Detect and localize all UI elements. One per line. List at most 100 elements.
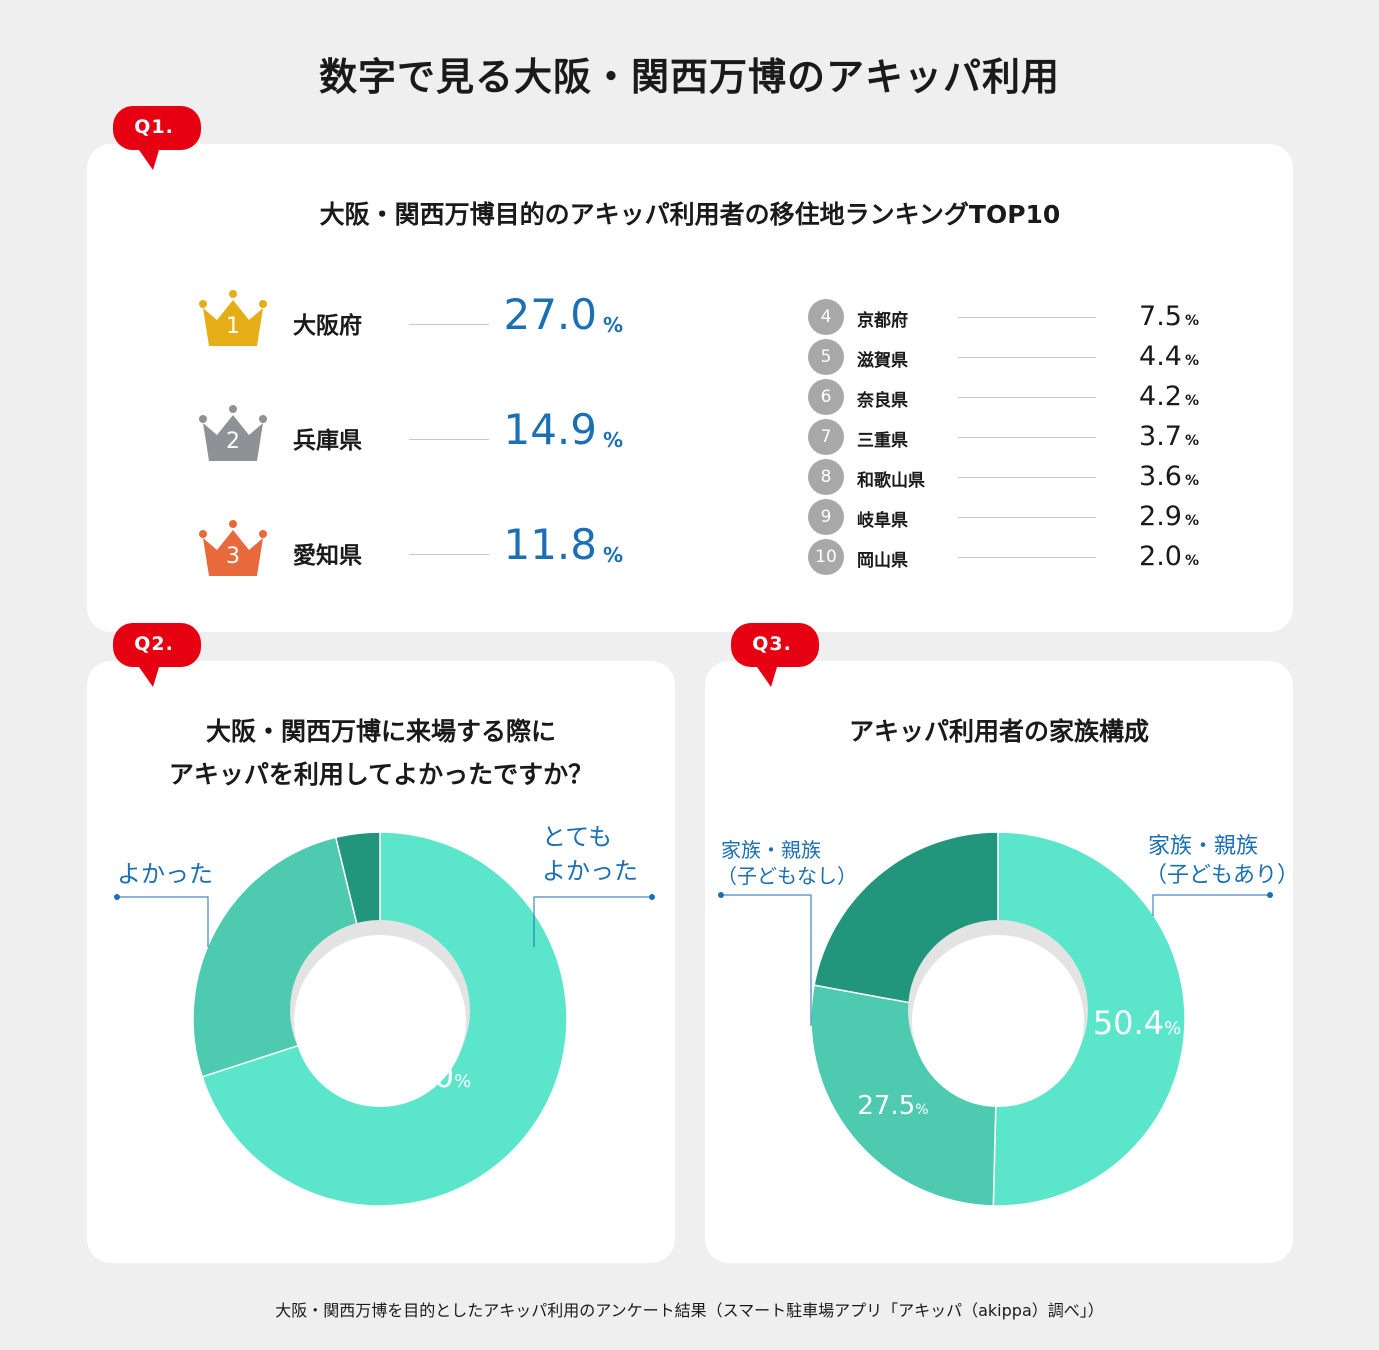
leader-line-very-good [533,896,652,947]
percent-sign: % [1185,393,1200,409]
pref-value: 2.9 [1139,501,1182,532]
satisfaction-title-line1: 大阪・関西万博に来場する際に [205,717,556,746]
percent-sign: % [1185,513,1200,529]
rank-number-circle: 5 [808,339,844,375]
rank-3-row: 3 愛知県 11.8 % [197,516,637,586]
legend-label-no-children-1: 家族・親族 [721,838,821,862]
satisfaction-title-line2: アキッパを利用してよかったですか？ [168,760,594,789]
gold-crown-icon: 1 [197,286,269,350]
leader-line-with-children [1152,894,1270,916]
pref-value: 14.9 [503,405,597,454]
q3-badge-label: Q3. [752,633,792,655]
percent-sign: % [1185,353,1200,369]
percent-sign: % [1185,313,1200,329]
q2-badge: Q2. [113,623,225,687]
satisfaction-donut-chart: とても よかった よかった 70.0% 26.2% [114,823,655,1207]
pref-value: 11.8 [503,520,597,569]
no-children-value-label: 27.5% [857,1091,928,1121]
q2-badge-label: Q2. [134,633,174,655]
rank-number-circle: 8 [808,459,844,495]
rank-number: 3 [226,544,240,569]
satisfaction-card: 大阪・関西万博に来場する際に アキッパを利用してよかったですか？ とても よかっ… [87,661,675,1263]
pref-name: 兵庫県 [293,428,362,454]
q1-badge: Q1. [113,106,225,170]
pref-name: 岡山県 [857,551,908,571]
percent-sign: % [603,543,624,567]
percent-sign: % [603,313,624,337]
leader-dot-with-children [1267,892,1273,898]
pref-name: 京都府 [857,311,908,331]
bronze-crown-icon: 3 [197,516,269,580]
pref-value: 4.2 [1139,381,1182,412]
rank-8-row: 8 和歌山県 3.6 % [808,459,1208,495]
legend-label-very-good-1: とても [542,823,612,851]
rank-7-row: 7 三重県 3.7 % [808,419,1208,455]
divider-line [958,517,1096,518]
legend-label-with-children-2: （子どもあり） [1145,863,1293,888]
pref-name: 大阪府 [293,313,362,339]
percent-sign: % [1185,433,1200,449]
source-note: 大阪・関西万博を目的としたアキッパ利用のアンケート結果（スマート駐車場アプリ「ア… [275,1301,1104,1320]
pref-value: 2.0 [1139,541,1182,572]
silver-crown-icon: 2 [197,401,269,465]
legend-label-very-good-2: よかった [542,857,638,885]
rank-10-row: 10 岡山県 2.0 % [808,539,1208,575]
q3-badge: Q3. [731,623,843,687]
rank-number-circle: 6 [808,379,844,415]
donut-hole [912,935,1084,1107]
with-children-value-label: 50.4% [1093,1004,1181,1042]
donut-hole [294,935,466,1107]
pref-name: 滋賀県 [857,351,908,371]
pref-value: 3.6 [1139,461,1182,492]
pref-value: 3.7 [1139,421,1182,452]
rank-number: 2 [226,429,240,454]
rank-6-row: 6 奈良県 4.2 % [808,379,1208,415]
pref-name: 三重県 [857,431,908,451]
q1-badge-label: Q1. [134,116,174,138]
very-good-value-label: 70.0% [383,1057,471,1095]
rank-number-circle: 10 [808,539,844,575]
rank-5-row: 5 滋賀県 4.4 % [808,339,1208,375]
legend-label-good: よかった [117,860,213,888]
divider-line [958,437,1096,438]
percent-sign: % [1185,553,1200,569]
percent-sign: % [603,428,624,452]
legend-label-no-children-2: （子どもなし） [717,864,857,888]
rank-9-row: 9 岐阜県 2.9 % [808,499,1208,535]
pref-name: 愛知県 [293,543,362,569]
leader-dot-no-children [718,892,724,898]
divider-line [958,317,1096,318]
page-title: 数字で見る大阪・関西万博のアキッパ利用 [318,55,1060,99]
legend-label-with-children-1: 家族・親族 [1148,834,1258,859]
ranking-card: 大阪・関西万博目的のアキッパ利用者の移住地ランキングTOP10 1 大阪府 27… [87,144,1293,632]
family-donut-chart: 家族・親族 （子どもあり） 家族・親族 （子どもなし） 50.4% 27.5% [717,831,1293,1207]
percent-sign: % [1185,473,1200,489]
rank-number-circle: 7 [808,419,844,455]
ranking-title: 大阪・関西万博目的のアキッパ利用者の移住地ランキングTOP10 [319,200,1061,229]
leader-dot-good [114,894,120,900]
rank-1-row: 1 大阪府 27.0 % [197,286,637,356]
divider-line [958,357,1096,358]
divider-line [958,477,1096,478]
rank-number-circle: 4 [808,299,844,335]
divider-line [958,397,1096,398]
rank-2-row: 2 兵庫県 14.9 % [197,401,637,471]
rank-number: 1 [226,314,240,339]
leader-line-no-children [721,894,812,1026]
rank-number-circle: 9 [808,499,844,535]
divider-line [409,324,489,325]
pref-name: 岐阜県 [857,511,908,531]
pref-value: 4.4 [1139,341,1182,372]
divider-line [409,439,489,440]
leader-dot-very-good [649,894,655,900]
pref-value: 27.0 [503,290,597,339]
leader-line-good [117,896,209,947]
divider-line [958,557,1096,558]
good-value-label: 26.2% [126,945,197,975]
rank-4-row: 4 京都府 7.5 % [808,299,1208,335]
family-card: アキッパ利用者の家族構成 家族・親族 （子どもあり） 家族・親族 （子どもなし）… [705,661,1293,1263]
pref-value: 7.5 [1139,301,1182,332]
pref-name: 奈良県 [857,391,908,411]
family-title: アキッパ利用者の家族構成 [848,717,1149,746]
pref-name: 和歌山県 [857,471,925,491]
